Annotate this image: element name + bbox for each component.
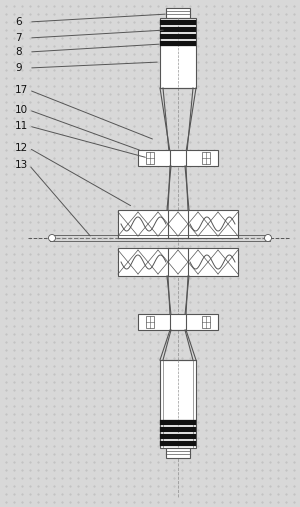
Bar — [160, 360, 196, 448]
Text: 12: 12 — [15, 143, 28, 153]
Bar — [118, 248, 238, 276]
Bar — [202, 152, 210, 164]
Text: 11: 11 — [15, 121, 28, 131]
Bar — [160, 427, 196, 432]
Bar — [166, 448, 190, 458]
Circle shape — [49, 235, 56, 241]
Bar — [160, 41, 196, 46]
Bar — [160, 20, 196, 25]
Bar — [160, 434, 196, 439]
Bar — [138, 314, 218, 330]
Text: 6: 6 — [15, 17, 22, 27]
Bar — [138, 150, 218, 166]
Text: 7: 7 — [15, 33, 22, 43]
Bar — [202, 316, 210, 328]
Text: 13: 13 — [15, 160, 28, 170]
Bar — [146, 152, 154, 164]
Bar — [160, 441, 196, 446]
Text: 8: 8 — [15, 47, 22, 57]
Bar — [118, 210, 238, 238]
Bar — [166, 8, 190, 18]
Bar — [160, 27, 196, 32]
Text: 17: 17 — [15, 85, 28, 95]
Circle shape — [265, 235, 272, 241]
Bar — [160, 420, 196, 425]
Text: 10: 10 — [15, 105, 28, 115]
Text: 9: 9 — [15, 63, 22, 73]
Bar — [146, 316, 154, 328]
Bar — [160, 18, 196, 88]
Bar — [160, 34, 196, 39]
